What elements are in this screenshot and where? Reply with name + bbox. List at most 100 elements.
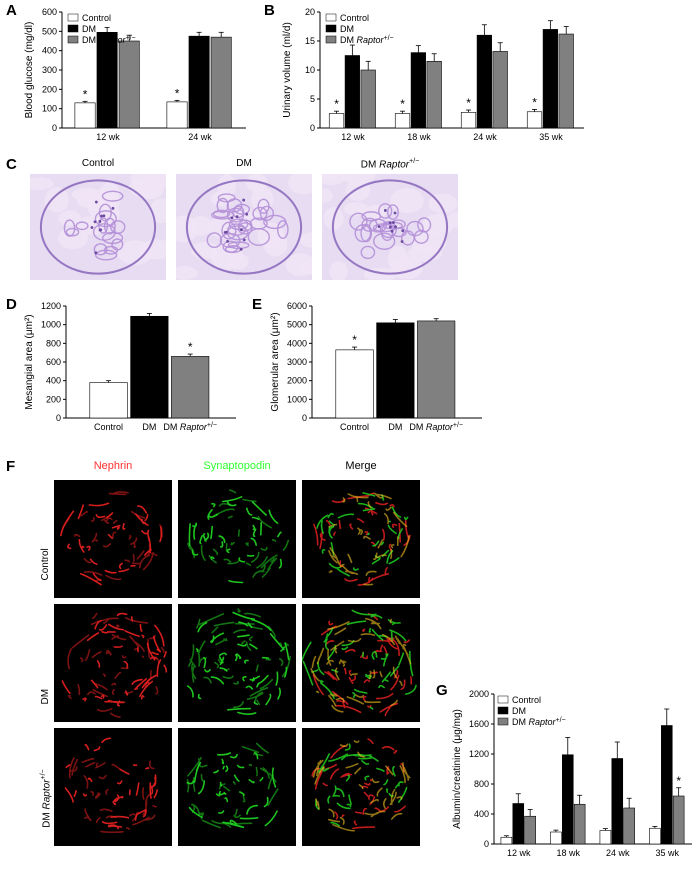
svg-text:800: 800 bbox=[474, 779, 489, 789]
svg-text:200: 200 bbox=[46, 394, 61, 404]
svg-text:Albumin/creatinine (μg/mg): Albumin/creatinine (μg/mg) bbox=[452, 709, 463, 829]
micrograph bbox=[176, 174, 312, 280]
panel-a-label: A bbox=[6, 2, 17, 19]
svg-text:Control: Control bbox=[340, 13, 369, 23]
svg-text:12 wk: 12 wk bbox=[507, 848, 531, 858]
svg-text:1000: 1000 bbox=[287, 394, 307, 404]
svg-text:Glomerular area (μm²): Glomerular area (μm²) bbox=[270, 312, 281, 411]
svg-text:24 wk: 24 wk bbox=[188, 132, 212, 142]
svg-text:12 wk: 12 wk bbox=[96, 132, 120, 142]
panel-f-col-label: Merge bbox=[302, 460, 420, 472]
svg-text:*: * bbox=[400, 97, 405, 111]
svg-text:0: 0 bbox=[56, 413, 61, 423]
svg-text:600: 600 bbox=[42, 7, 57, 17]
svg-text:20: 20 bbox=[305, 7, 315, 17]
svg-text:*: * bbox=[676, 774, 681, 788]
panel-f-col-label: Synaptopodin bbox=[178, 460, 296, 472]
fluorescence-image bbox=[302, 604, 420, 722]
svg-text:*: * bbox=[532, 95, 537, 109]
svg-text:0: 0 bbox=[302, 413, 307, 423]
svg-text:DM Raptor+/−: DM Raptor+/− bbox=[163, 422, 217, 433]
svg-text:5: 5 bbox=[310, 94, 315, 104]
svg-text:24 wk: 24 wk bbox=[606, 848, 630, 858]
panel-c-caption: DM Raptor+/− bbox=[322, 158, 458, 170]
svg-text:1600: 1600 bbox=[469, 719, 489, 729]
svg-text:6000: 6000 bbox=[287, 301, 307, 311]
svg-text:12 wk: 12 wk bbox=[341, 132, 365, 142]
svg-text:18 wk: 18 wk bbox=[407, 132, 431, 142]
svg-text:500: 500 bbox=[42, 26, 57, 36]
svg-text:Urinary volume (ml/d): Urinary volume (ml/d) bbox=[282, 22, 293, 118]
svg-text:DM: DM bbox=[512, 706, 526, 716]
panel-d-chart: 020040060080010001200Mesangial area (μm²… bbox=[20, 300, 240, 440]
micrograph bbox=[322, 174, 458, 280]
svg-text:35 wk: 35 wk bbox=[655, 848, 679, 858]
svg-text:DM Raptor+/−: DM Raptor+/− bbox=[512, 717, 566, 728]
svg-text:DM: DM bbox=[142, 422, 156, 432]
svg-text:200: 200 bbox=[42, 84, 57, 94]
svg-text:18 wk: 18 wk bbox=[556, 848, 580, 858]
svg-text:1000: 1000 bbox=[41, 320, 61, 330]
svg-text:Control: Control bbox=[94, 422, 123, 432]
panel-f-row-label: DM bbox=[40, 689, 51, 705]
svg-text:DM: DM bbox=[82, 24, 96, 34]
panel-f-fluorescence: NephrinSynaptopodinMergeControlDMDM Rapt… bbox=[26, 460, 426, 870]
panel-g-label: G bbox=[436, 682, 448, 699]
micrograph bbox=[30, 174, 166, 280]
svg-text:1200: 1200 bbox=[41, 301, 61, 311]
svg-text:2000: 2000 bbox=[287, 376, 307, 386]
svg-text:600: 600 bbox=[46, 357, 61, 367]
svg-text:1200: 1200 bbox=[469, 749, 489, 759]
svg-text:100: 100 bbox=[42, 104, 57, 114]
panel-b-chart: 0 5 10 15 20 Urinary volume (ml/d) * 12 wk * 18 w… bbox=[278, 6, 588, 148]
svg-text:*: * bbox=[466, 96, 471, 110]
fluorescence-image bbox=[302, 480, 420, 598]
svg-text:DM: DM bbox=[340, 24, 354, 34]
svg-text:3000: 3000 bbox=[287, 357, 307, 367]
panel-f-col-label: Nephrin bbox=[54, 460, 172, 472]
panel-c-caption: Control bbox=[30, 158, 166, 169]
svg-text:10: 10 bbox=[305, 65, 315, 75]
svg-text:400: 400 bbox=[474, 809, 489, 819]
fluorescence-image bbox=[54, 480, 172, 598]
fluorescence-image bbox=[54, 604, 172, 722]
svg-text:4000: 4000 bbox=[287, 338, 307, 348]
svg-text:2000: 2000 bbox=[469, 689, 489, 699]
panel-a-chart: 0100200300400500600Blood glucose (mg/dl)… bbox=[20, 6, 250, 148]
svg-text:0: 0 bbox=[484, 839, 489, 849]
panel-c-caption: DM bbox=[176, 158, 312, 169]
svg-text:0: 0 bbox=[52, 123, 57, 133]
svg-text:15: 15 bbox=[305, 36, 315, 46]
svg-text:DM: DM bbox=[388, 422, 402, 432]
svg-text:5000: 5000 bbox=[287, 320, 307, 330]
svg-text:Control: Control bbox=[512, 695, 541, 705]
svg-text:*: * bbox=[83, 87, 88, 101]
svg-text:*: * bbox=[175, 86, 180, 100]
panel-f-row-label: Control bbox=[40, 548, 51, 580]
svg-text:*: * bbox=[188, 340, 193, 354]
svg-text:*: * bbox=[334, 97, 339, 111]
panel-e-chart: 0 1000 2000 3000 4000 5000 6000 Glomerular area… bbox=[266, 300, 486, 440]
fluorescence-image bbox=[302, 728, 420, 846]
svg-text:0: 0 bbox=[310, 123, 315, 133]
panel-c-micrographs: Control DM DM Raptor+/− bbox=[30, 158, 460, 288]
fluorescence-image bbox=[178, 480, 296, 598]
svg-text:24 wk: 24 wk bbox=[473, 132, 497, 142]
fluorescence-image bbox=[54, 728, 172, 846]
svg-text:Blood glucose (mg/dl): Blood glucose (mg/dl) bbox=[24, 22, 35, 119]
svg-text:DM Raptor+/−: DM Raptor+/− bbox=[409, 422, 463, 433]
svg-text:*: * bbox=[352, 333, 357, 347]
panel-e-label: E bbox=[252, 296, 262, 313]
svg-text:300: 300 bbox=[42, 65, 57, 75]
panel-b-label: B bbox=[264, 2, 275, 19]
fluorescence-image bbox=[178, 728, 296, 846]
svg-text:DM Raptor+/−: DM Raptor+/− bbox=[340, 35, 394, 46]
svg-text:400: 400 bbox=[46, 376, 61, 386]
svg-text:35 wk: 35 wk bbox=[539, 132, 563, 142]
panel-d-label: D bbox=[6, 296, 17, 313]
panel-f-label: F bbox=[6, 458, 15, 475]
fluorescence-image bbox=[178, 604, 296, 722]
svg-text:Control: Control bbox=[82, 13, 111, 23]
svg-text:Control: Control bbox=[340, 422, 369, 432]
svg-text:800: 800 bbox=[46, 338, 61, 348]
